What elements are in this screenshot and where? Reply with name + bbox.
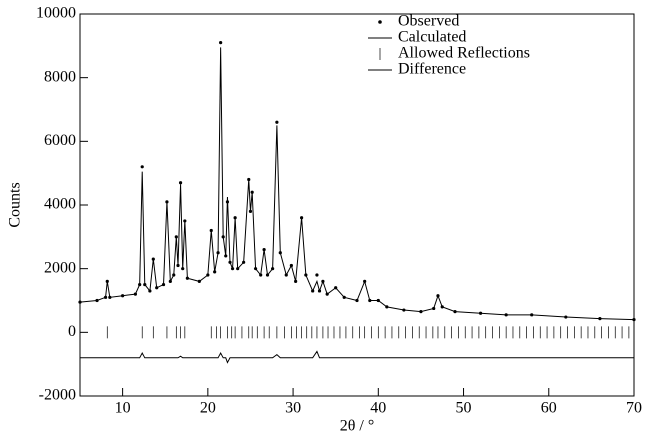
- observed-point: [140, 165, 144, 169]
- y-tick-label: 2000: [44, 259, 76, 276]
- observed-point: [275, 120, 279, 124]
- legend-label: Observed: [398, 13, 459, 30]
- legend-label: Calculated: [398, 29, 466, 46]
- legend-label: Difference: [398, 61, 466, 78]
- observed-point: [315, 273, 319, 277]
- observed-point: [178, 181, 183, 185]
- y-tick-label: 4000: [44, 196, 76, 213]
- y-axis-label: Counts: [7, 182, 24, 227]
- profile-line: [79, 47, 635, 321]
- y-tick-label: 8000: [44, 68, 76, 85]
- profile-line: [80, 350, 634, 364]
- observed-point: [219, 41, 223, 45]
- x-axis-label: 2θ / °: [340, 418, 375, 435]
- plot-frame: [79, 13, 635, 397]
- x-tick-label: 10: [115, 400, 131, 417]
- x-tick-label: 30: [285, 400, 301, 417]
- y-tick-label: 10000: [36, 5, 76, 22]
- y-tick-label: 0: [68, 323, 76, 340]
- y-tick-label: -2000: [39, 387, 76, 404]
- x-tick-label: 50: [456, 400, 472, 417]
- x-tick-label: 40: [370, 400, 386, 417]
- x-tick-label: 20: [200, 400, 216, 417]
- x-tick-label: 70: [626, 400, 642, 417]
- legend-label: Allowed Reflections: [398, 45, 530, 62]
- x-tick-label: 60: [541, 400, 557, 417]
- legend-symbol: [378, 20, 382, 24]
- y-tick-label: 6000: [44, 132, 76, 149]
